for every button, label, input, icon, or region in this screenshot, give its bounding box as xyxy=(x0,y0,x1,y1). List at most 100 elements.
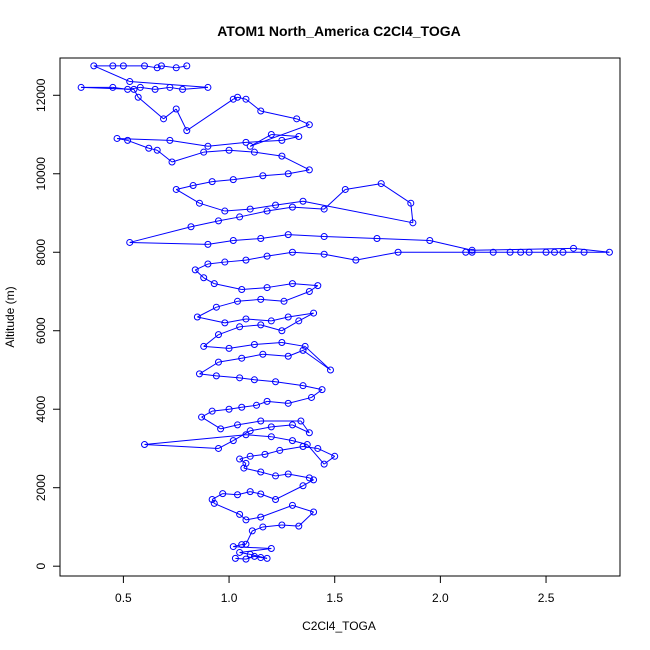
data-point xyxy=(246,142,254,150)
series-segment xyxy=(224,259,247,263)
data-point xyxy=(307,393,315,401)
data-point xyxy=(214,217,222,225)
data-point xyxy=(278,152,286,160)
series-segment xyxy=(260,493,276,500)
data-point xyxy=(193,313,201,321)
y-tick-label: 2000 xyxy=(34,474,48,501)
data-point xyxy=(246,452,254,460)
data-point xyxy=(314,282,322,290)
data-point xyxy=(183,62,191,70)
y-tick-label: 10000 xyxy=(34,157,48,191)
data-point xyxy=(225,146,233,154)
data-point xyxy=(310,309,318,317)
data-point xyxy=(263,554,271,562)
series-segment xyxy=(237,491,251,496)
data-point xyxy=(259,350,267,358)
data-point xyxy=(373,235,381,243)
data-point xyxy=(605,248,613,256)
x-tick-label: 0.5 xyxy=(115,591,132,605)
series-segment xyxy=(182,86,208,90)
series-segment xyxy=(224,318,247,324)
data-point xyxy=(284,170,292,178)
series-segment xyxy=(203,149,230,153)
data-point xyxy=(208,407,216,415)
data-point xyxy=(394,248,402,256)
data-point xyxy=(468,248,476,256)
series-segment xyxy=(302,349,331,371)
series-segment xyxy=(190,220,219,228)
series-segment xyxy=(302,479,314,487)
data-point xyxy=(278,521,286,529)
data-point xyxy=(145,144,153,152)
series-segment xyxy=(233,546,272,550)
series-segment xyxy=(250,124,310,147)
data-point xyxy=(267,317,275,325)
data-point xyxy=(236,213,244,221)
series-segment xyxy=(249,134,272,147)
series-segment xyxy=(195,263,209,271)
series-segment xyxy=(281,342,306,347)
series-segment xyxy=(472,247,574,251)
series-segment xyxy=(233,544,242,548)
data-point xyxy=(305,429,313,437)
data-point xyxy=(272,495,280,503)
series-segment xyxy=(112,86,128,90)
y-tick-label: 6000 xyxy=(34,317,48,344)
series-segment xyxy=(288,234,325,238)
series-segment xyxy=(252,526,264,532)
data-point xyxy=(284,470,292,478)
y-tick-label: 0 xyxy=(34,563,48,570)
data-point xyxy=(468,246,476,254)
series-segment xyxy=(311,389,323,398)
data-point xyxy=(208,495,216,503)
series-segment xyxy=(288,169,310,175)
series-segment xyxy=(197,316,225,324)
series-segment xyxy=(175,189,200,204)
data-point xyxy=(305,474,313,482)
data-point xyxy=(172,64,180,72)
data-point xyxy=(310,508,318,516)
data-point xyxy=(153,64,161,72)
series-segment xyxy=(201,416,221,430)
data-point xyxy=(278,136,286,144)
series-segment xyxy=(292,251,325,255)
series-segment xyxy=(239,324,261,328)
series-segment xyxy=(148,147,158,151)
data-point xyxy=(242,431,250,439)
series-segment xyxy=(239,551,251,555)
y-axis: 0 2000 4000 6000 8000 10000 12000 xyxy=(34,78,61,570)
series-segment xyxy=(197,306,217,318)
series-segment xyxy=(171,151,204,163)
data-point xyxy=(236,323,244,331)
series-segment xyxy=(300,420,310,434)
series-segment xyxy=(292,283,318,287)
series-segment xyxy=(302,200,414,224)
series-segment xyxy=(245,255,268,261)
data-point xyxy=(77,83,85,91)
series-segment xyxy=(260,110,297,120)
series-segment xyxy=(137,96,164,120)
series-segment xyxy=(271,134,299,137)
series-segment xyxy=(207,239,234,245)
data-point xyxy=(109,83,117,91)
series-segment xyxy=(288,473,310,479)
data-point xyxy=(179,85,187,93)
data-point xyxy=(250,148,258,156)
series-segment xyxy=(324,236,377,240)
data-point xyxy=(189,182,197,190)
data-point xyxy=(525,248,533,256)
series-segment xyxy=(214,502,240,515)
data-point xyxy=(242,315,250,323)
series-segment xyxy=(211,493,223,500)
data-point xyxy=(297,417,305,425)
series-segment xyxy=(260,234,289,240)
data-point xyxy=(124,136,132,144)
data-point xyxy=(250,340,258,348)
data-point xyxy=(257,513,265,521)
plot-area-frame xyxy=(59,57,621,577)
data-point xyxy=(293,115,301,123)
x-axis: 0.5 1.0 1.5 2.0 2.5 xyxy=(115,575,555,605)
series-segment xyxy=(323,455,336,465)
series-segment xyxy=(275,200,304,206)
data-point xyxy=(221,258,229,266)
